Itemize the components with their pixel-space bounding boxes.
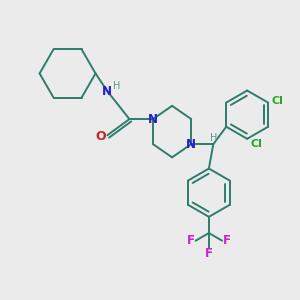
- Text: F: F: [187, 234, 195, 247]
- Text: N: N: [186, 138, 196, 151]
- Text: F: F: [205, 247, 213, 260]
- Text: H: H: [113, 81, 120, 91]
- Text: F: F: [223, 234, 231, 247]
- Text: Cl: Cl: [272, 96, 284, 106]
- Text: N: N: [148, 112, 158, 126]
- Text: O: O: [95, 130, 106, 143]
- Text: H: H: [210, 133, 217, 142]
- Text: N: N: [102, 85, 112, 98]
- Text: Cl: Cl: [251, 139, 262, 149]
